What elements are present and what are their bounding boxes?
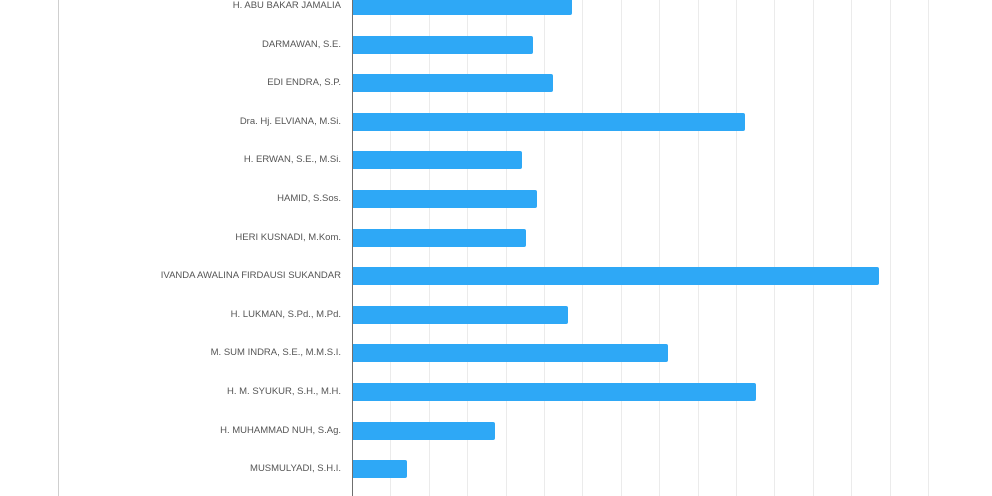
bar[interactable]	[353, 383, 756, 401]
bar[interactable]	[353, 0, 572, 15]
category-label: Dra. Hj. ELVIANA, M.Si.	[239, 116, 341, 127]
category-label: M. SUM INDRA, S.E., M.M.S.I.	[210, 347, 341, 358]
chart-left-border	[58, 0, 59, 496]
bar-row: H. MUHAMMAD NUH, S.Ag.	[0, 422, 992, 440]
gridline	[736, 0, 737, 496]
bar[interactable]	[353, 36, 533, 54]
bar-row: H. ABU BAKAR JAMALIA	[0, 0, 992, 15]
bar[interactable]	[353, 151, 522, 169]
bar-row: HAMID, S.Sos.	[0, 190, 992, 208]
bar[interactable]	[353, 267, 879, 285]
bar[interactable]	[353, 306, 568, 324]
category-label: EDI ENDRA, S.P.	[267, 77, 341, 88]
gridline	[429, 0, 430, 496]
gridline	[390, 0, 391, 496]
bar-row: MUSMULYADI, S.H.I.	[0, 460, 992, 478]
category-label: H. M. SYUKUR, S.H., M.H.	[226, 386, 341, 397]
bar-row: HERI KUSNADI, M.Kom.	[0, 229, 992, 247]
bar[interactable]	[353, 229, 526, 247]
category-label: MUSMULYADI, S.H.I.	[250, 463, 341, 474]
gridline	[851, 0, 852, 496]
bar-row: H. LUKMAN, S.Pd., M.Pd.	[0, 306, 992, 324]
category-label: IVANDA AWALINA FIRDAUSI SUKANDAR	[160, 270, 341, 281]
gridline	[774, 0, 775, 496]
bar-row: H. M. SYUKUR, S.H., M.H.	[0, 383, 992, 401]
category-label: H. LUKMAN, S.Pd., M.Pd.	[230, 309, 341, 320]
bar[interactable]	[353, 74, 553, 92]
gridline	[890, 0, 891, 496]
category-label: HAMID, S.Sos.	[277, 193, 341, 204]
gridline	[467, 0, 468, 496]
bar[interactable]	[353, 460, 407, 478]
bar-row: H. ERWAN, S.E., M.Si.	[0, 151, 992, 169]
bar-row: EDI ENDRA, S.P.	[0, 74, 992, 92]
y-axis-line	[352, 0, 353, 496]
category-label: HERI KUSNADI, M.Kom.	[235, 232, 341, 243]
gridline	[506, 0, 507, 496]
gridline	[582, 0, 583, 496]
bar-row: IVANDA AWALINA FIRDAUSI SUKANDAR	[0, 267, 992, 285]
bar[interactable]	[353, 190, 537, 208]
bar-row: DARMAWAN, S.E.	[0, 36, 992, 54]
category-label: H. MUHAMMAD NUH, S.Ag.	[220, 425, 341, 436]
bar-row: M. SUM INDRA, S.E., M.M.S.I.	[0, 344, 992, 362]
gridline	[621, 0, 622, 496]
gridline	[813, 0, 814, 496]
bar[interactable]	[353, 113, 745, 131]
gridline	[928, 0, 929, 496]
bar[interactable]	[353, 422, 495, 440]
gridline	[698, 0, 699, 496]
category-label: H. ABU BAKAR JAMALIA	[232, 0, 341, 11]
category-label: DARMAWAN, S.E.	[262, 39, 341, 50]
gridline	[659, 0, 660, 496]
bar-row: Dra. Hj. ELVIANA, M.Si.	[0, 113, 992, 131]
bar[interactable]	[353, 344, 668, 362]
category-label: H. ERWAN, S.E., M.Si.	[243, 154, 341, 165]
gridline	[544, 0, 545, 496]
